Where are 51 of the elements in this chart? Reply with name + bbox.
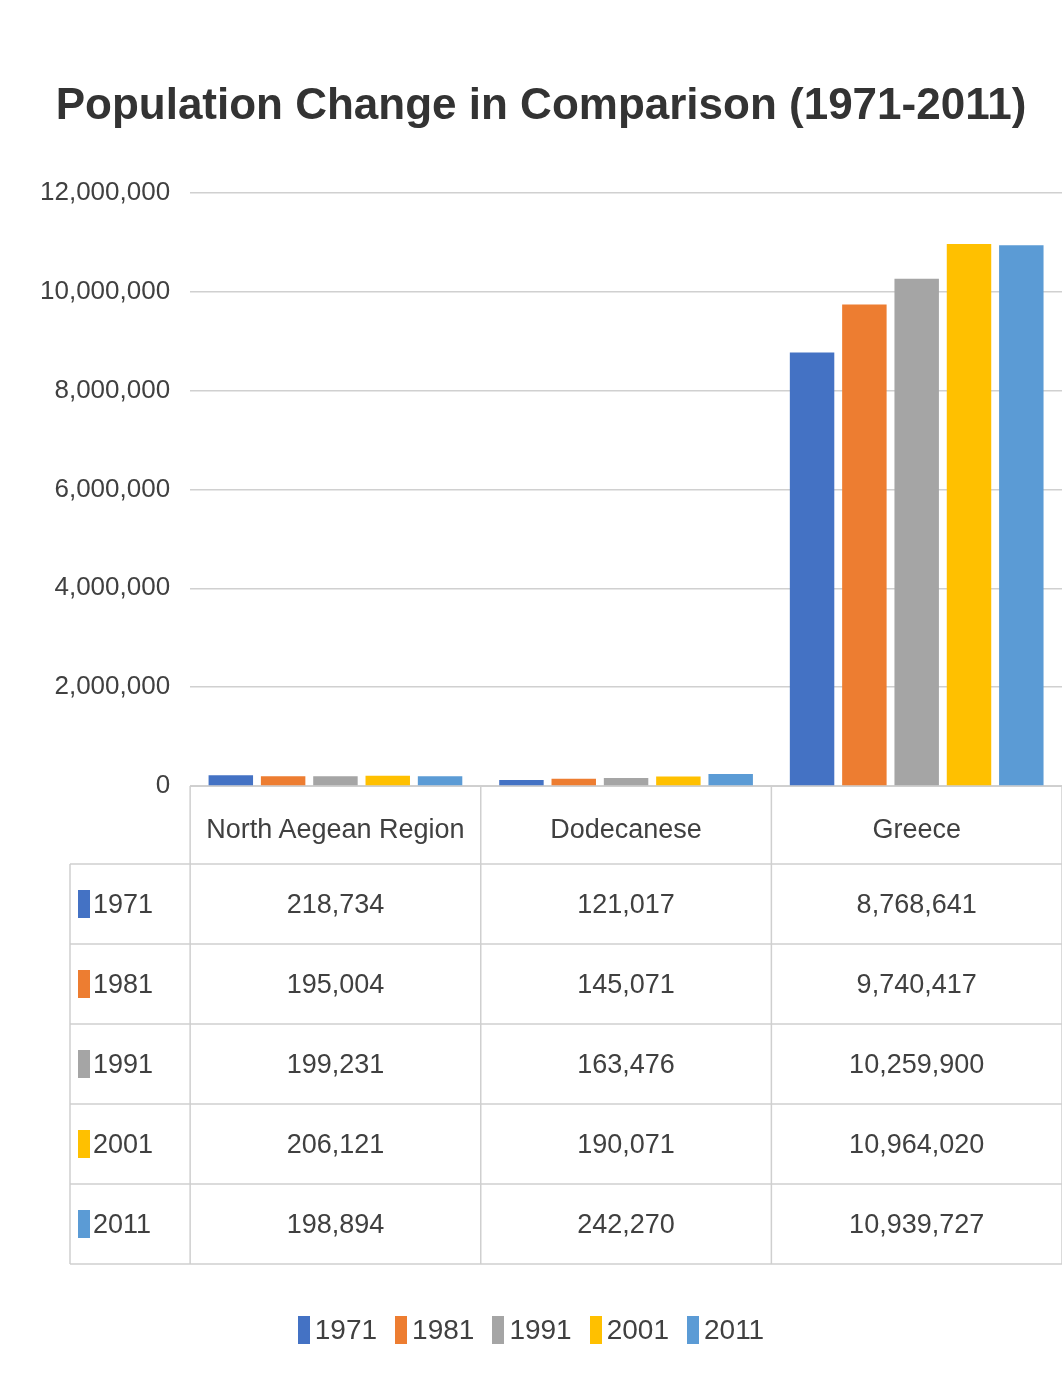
y-tick-label: 12,000,000 bbox=[39, 175, 171, 206]
bar bbox=[417, 776, 463, 786]
data-label: 218,734 bbox=[285, 887, 386, 921]
x-tick-label: Greece bbox=[872, 813, 961, 844]
text: 1981 bbox=[412, 1314, 475, 1345]
text: 2011 bbox=[703, 1314, 765, 1345]
x-tick-label: Dodecanese bbox=[550, 813, 702, 844]
legend-label: 1991 bbox=[93, 1048, 154, 1080]
legend-label: 1981 bbox=[93, 968, 154, 1000]
legend-label: 2011 bbox=[93, 1208, 152, 1240]
data-label: 199,231 bbox=[285, 1047, 386, 1081]
y-tick-label: 6,000,000 bbox=[54, 472, 171, 503]
data-label: 163,476 bbox=[576, 1047, 676, 1081]
data-label: 9,740,417 bbox=[855, 967, 978, 1001]
data-label: 10,964,020 bbox=[848, 1127, 986, 1161]
data-label: 10,259,900 bbox=[848, 1047, 986, 1081]
y-tick-label: 4,000,000 bbox=[54, 571, 171, 602]
text: 1991 bbox=[509, 1314, 572, 1345]
data-label: 145,071 bbox=[576, 967, 676, 1001]
bar bbox=[313, 776, 358, 786]
data-label: 198,894 bbox=[285, 1207, 386, 1241]
bar bbox=[208, 775, 254, 786]
chart-title: Population Change in Comparison (1971-2011) bbox=[55, 78, 1027, 128]
text: 2001 bbox=[606, 1314, 669, 1345]
bar bbox=[365, 775, 410, 786]
bar bbox=[999, 245, 1044, 786]
legend-label: 1971 bbox=[93, 888, 154, 920]
y-tick-label: 0 bbox=[155, 769, 171, 800]
y-tick-label: 10,000,000 bbox=[39, 274, 171, 305]
bar bbox=[789, 352, 835, 786]
data-label: 8,768,641 bbox=[855, 887, 978, 921]
bar bbox=[499, 780, 544, 786]
y-tick-label: 2,000,000 bbox=[54, 670, 171, 701]
bar bbox=[842, 304, 887, 786]
bar bbox=[260, 776, 306, 786]
data-label: 10,939,727 bbox=[848, 1207, 986, 1241]
bar bbox=[946, 244, 992, 786]
data-label: 242,270 bbox=[576, 1207, 676, 1241]
x-tick-label: North Aegean Region bbox=[206, 813, 465, 844]
bar bbox=[894, 278, 939, 786]
data-label: 206,121 bbox=[285, 1127, 386, 1161]
y-tick-label: 8,000,000 bbox=[54, 373, 171, 404]
bar bbox=[708, 774, 753, 786]
data-label: 195,004 bbox=[285, 967, 386, 1001]
data-label: 190,071 bbox=[576, 1127, 676, 1161]
data-label: 121,017 bbox=[576, 887, 676, 921]
bar bbox=[551, 778, 596, 786]
bar bbox=[603, 777, 649, 786]
legend-label: 2001 bbox=[93, 1128, 154, 1160]
bar bbox=[656, 776, 701, 786]
text: 1971 bbox=[314, 1314, 378, 1345]
